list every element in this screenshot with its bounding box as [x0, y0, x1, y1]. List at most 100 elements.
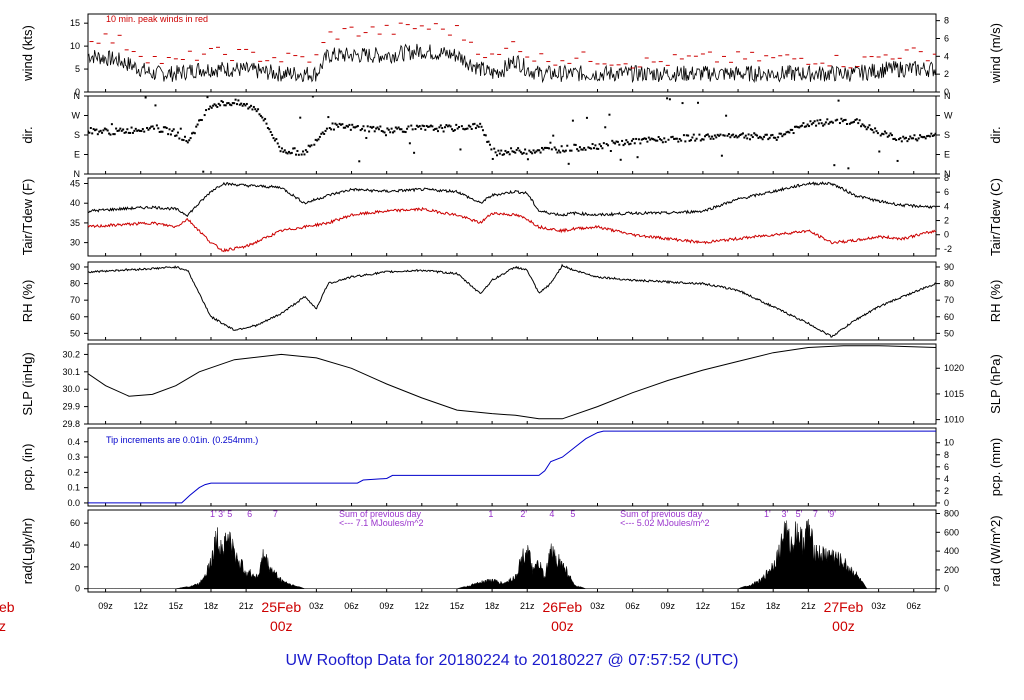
panel-frame — [87, 261, 937, 341]
direction-point — [186, 141, 189, 144]
direction-point — [446, 125, 449, 128]
direction-point — [526, 158, 529, 161]
direction-point — [124, 131, 127, 134]
y-tick-label: 90 — [70, 262, 80, 272]
direction-point — [772, 136, 775, 139]
direction-point — [469, 125, 472, 128]
direction-point — [479, 122, 482, 125]
direction-point — [504, 149, 507, 152]
direction-point — [172, 128, 175, 131]
direction-point — [195, 125, 198, 128]
direction-point — [677, 140, 680, 143]
direction-point — [840, 117, 843, 120]
y-axis-label-right: pcp. (mm) — [988, 438, 1003, 497]
direction-point — [607, 144, 610, 147]
direction-point — [275, 138, 278, 141]
direction-point — [216, 105, 219, 108]
direction-point — [390, 127, 393, 130]
direction-point — [88, 131, 91, 134]
direction-point — [512, 150, 515, 153]
plot-area — [88, 263, 936, 338]
y-tick-label: N — [74, 169, 81, 179]
direction-point — [528, 149, 531, 152]
y-tick-label: 30 — [70, 238, 80, 248]
radiation-hour-mark: 2' — [520, 509, 527, 519]
direction-point — [389, 131, 392, 134]
direction-point — [458, 126, 461, 129]
direction-point — [391, 131, 394, 134]
direction-point — [169, 133, 172, 136]
day-label-time: 00z — [270, 618, 293, 634]
direction-point — [98, 130, 101, 133]
direction-point — [323, 132, 326, 135]
direction-point — [786, 130, 789, 133]
direction-point — [847, 167, 850, 170]
x-tick-label: 03z — [309, 601, 324, 611]
direction-point — [508, 153, 511, 156]
direction-point — [490, 148, 493, 151]
y-tick-label: 0 — [75, 584, 80, 594]
direction-point — [789, 128, 792, 131]
direction-point — [733, 136, 736, 139]
direction-point — [623, 142, 626, 145]
radiation-hour-mark: 5 — [227, 509, 232, 519]
direction-point — [146, 126, 149, 129]
series-line — [88, 206, 936, 253]
direction-point — [853, 120, 856, 123]
direction-point — [629, 142, 632, 145]
direction-point — [637, 138, 640, 141]
direction-point — [630, 139, 633, 142]
direction-point — [112, 133, 115, 136]
direction-point — [663, 137, 666, 140]
direction-point — [689, 139, 692, 142]
direction-point — [139, 129, 142, 132]
direction-point — [361, 127, 364, 130]
direction-point — [212, 104, 215, 107]
direction-point — [448, 124, 451, 127]
direction-point — [372, 125, 375, 128]
direction-point — [494, 151, 497, 154]
direction-point — [535, 150, 538, 153]
direction-point — [917, 137, 920, 140]
direction-point — [656, 139, 659, 142]
direction-point — [591, 143, 594, 146]
y-axis-label: rad(Lgly/hr) — [20, 518, 35, 584]
direction-point — [614, 142, 617, 145]
x-tick-label: 09z — [98, 601, 113, 611]
direction-point — [865, 128, 868, 131]
direction-point — [765, 133, 768, 136]
direction-point — [882, 133, 885, 136]
direction-point — [421, 124, 424, 127]
direction-point — [317, 138, 320, 141]
direction-point — [850, 121, 853, 124]
y-tick-label: 80 — [70, 279, 80, 289]
direction-point — [369, 125, 372, 128]
y-tick-label: 30.2 — [62, 349, 80, 359]
y-tick-label: 20 — [70, 562, 80, 572]
y-tick-label-right: 8 — [944, 173, 949, 183]
direction-point — [341, 123, 344, 126]
direction-point — [881, 132, 884, 135]
direction-point — [924, 137, 927, 140]
direction-point — [339, 123, 342, 126]
direction-point — [223, 104, 226, 107]
direction-point — [809, 120, 812, 123]
direction-point — [331, 122, 334, 125]
y-tick-label-right: W — [944, 111, 953, 121]
direction-point — [791, 128, 794, 131]
direction-point — [182, 139, 185, 142]
day-label-time: 00z — [832, 618, 855, 634]
direction-point — [192, 131, 195, 134]
direction-point — [399, 128, 402, 131]
direction-point — [668, 98, 671, 101]
direction-point — [406, 127, 409, 130]
direction-point — [654, 139, 657, 142]
direction-point — [560, 145, 563, 148]
direction-point — [477, 125, 480, 128]
direction-point — [376, 126, 379, 129]
direction-point — [250, 104, 253, 107]
direction-point — [834, 119, 837, 122]
direction-point — [354, 126, 357, 129]
direction-point — [480, 125, 483, 128]
direction-point — [210, 106, 213, 109]
